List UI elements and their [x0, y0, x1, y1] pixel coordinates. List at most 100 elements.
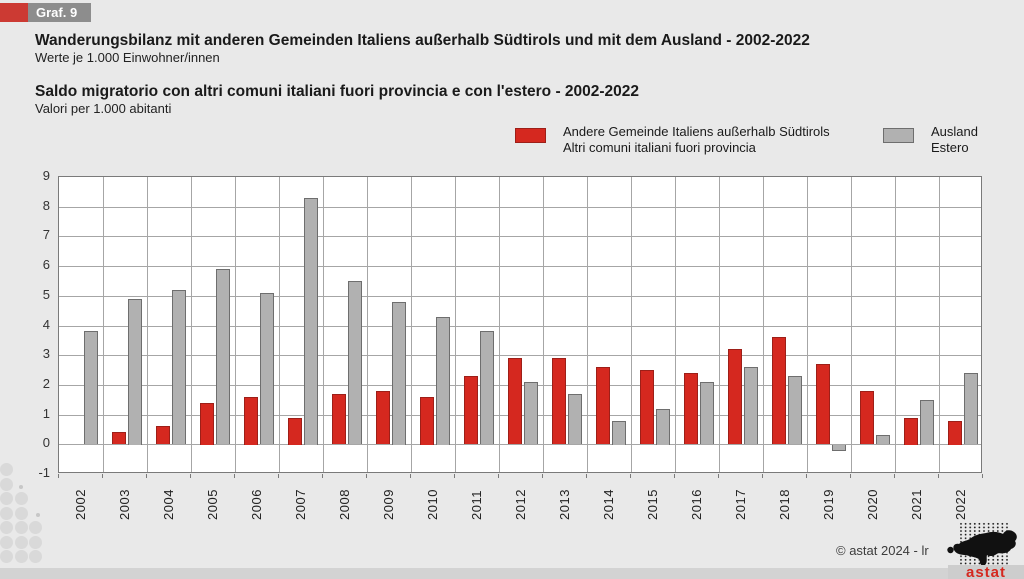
gridline-vertical: [587, 177, 588, 472]
x-axis-year-label: 2014: [601, 489, 616, 520]
logo-west-blob: [947, 546, 954, 554]
x-axis-year-label: 2003: [117, 489, 132, 520]
gridline-vertical: [631, 177, 632, 472]
legend-red-line1: Andere Gemeinde Italiens außerhalb Südti…: [563, 124, 830, 139]
astat-logo-graphic: astat: [947, 522, 1024, 579]
bar-gray-2013: [568, 394, 582, 444]
bar-gray-2010: [436, 317, 450, 445]
x-axis-year-label: 2011: [469, 490, 484, 520]
x-axis-tick: [366, 474, 367, 478]
gridline-vertical: [235, 177, 236, 472]
bar-gray-2015: [656, 409, 670, 445]
y-axis-tick-label: 9: [42, 168, 50, 183]
gridline-vertical: [455, 177, 456, 472]
bar-gray-2008: [348, 281, 362, 444]
x-axis-year-label: 2020: [865, 489, 880, 520]
gridline-horizontal: [59, 207, 981, 208]
x-axis-year-label: 2019: [821, 489, 836, 520]
y-axis-tick-label: 7: [42, 227, 50, 242]
bar-gray-2004: [172, 290, 186, 444]
bar-gray-2022: [964, 373, 978, 444]
y-axis-tick-label: 8: [42, 198, 50, 213]
gridline-vertical: [543, 177, 544, 472]
decorative-dot: [0, 550, 13, 563]
x-axis-year-label: 2016: [689, 489, 704, 520]
gridline-vertical: [675, 177, 676, 472]
x-axis-tick: [674, 474, 675, 478]
x-axis-year-label: 2018: [777, 489, 792, 520]
gridline-vertical: [499, 177, 500, 472]
y-axis-tick-label: 2: [42, 376, 50, 391]
bottom-strip: [0, 568, 1024, 579]
decorative-dot: [29, 521, 42, 534]
x-axis-tick: [454, 474, 455, 478]
gridline-horizontal: [59, 296, 981, 297]
bar-red-2007: [288, 418, 302, 445]
bar-red-2004: [156, 426, 170, 444]
gridline-vertical: [323, 177, 324, 472]
gridline-vertical: [191, 177, 192, 472]
subtitle-german: Werte je 1.000 Einwohner/innen: [35, 50, 220, 65]
bar-gray-2018: [788, 376, 802, 444]
bar-gray-2003: [128, 299, 142, 445]
decorative-dot: [14, 536, 28, 549]
y-axis-tick-label: 4: [42, 317, 50, 332]
y-axis-tick-label: 3: [42, 346, 50, 361]
x-axis-year-label: 2021: [909, 489, 924, 520]
y-axis-tick-label: 5: [42, 287, 50, 302]
x-axis-year-label: 2008: [337, 489, 352, 520]
gridline-horizontal: [59, 326, 981, 327]
gridline-horizontal: [59, 355, 981, 356]
x-axis-tick: [234, 474, 235, 478]
x-axis-tick: [850, 474, 851, 478]
bar-red-2019: [816, 364, 830, 444]
x-axis-tick: [542, 474, 543, 478]
x-axis-tick: [762, 474, 763, 478]
gridline-vertical: [719, 177, 720, 472]
decorative-dot: [29, 550, 42, 563]
x-axis-tick: [806, 474, 807, 478]
gridline-vertical: [939, 177, 940, 472]
bar-red-2020: [860, 391, 874, 444]
x-axis-tick: [102, 474, 103, 478]
legend-gray-line2: Estero: [931, 140, 969, 155]
bar-red-2021: [904, 418, 918, 445]
x-axis-tick: [894, 474, 895, 478]
bar-gray-2019: [832, 445, 846, 451]
x-axis-tick: [982, 474, 983, 478]
y-axis-tick-label: 6: [42, 257, 50, 272]
x-axis-tick: [718, 474, 719, 478]
gridline-vertical: [367, 177, 368, 472]
bar-gray-2011: [480, 331, 494, 444]
x-axis-year-label: 2006: [249, 489, 264, 520]
gridline-horizontal: [59, 444, 981, 445]
decorative-dot: [14, 550, 28, 563]
copyright-text: © astat 2024 - lr: [836, 543, 929, 558]
y-axis-tick-label: 0: [42, 435, 50, 450]
gridline-vertical: [103, 177, 104, 472]
decorative-dot: [0, 536, 13, 549]
bar-red-2006: [244, 397, 258, 445]
bar-red-2016: [684, 373, 698, 444]
x-axis-tick: [278, 474, 279, 478]
legend-swatch-gray: [883, 128, 914, 143]
bar-gray-2017: [744, 367, 758, 444]
bar-gray-2020: [876, 435, 890, 444]
decorative-dot: [29, 536, 42, 549]
x-axis-year-label: 2015: [645, 489, 660, 520]
bar-red-2013: [552, 358, 566, 444]
x-axis-tick: [630, 474, 631, 478]
gridline-horizontal: [59, 236, 981, 237]
badge-label: Graf. 9: [28, 3, 92, 22]
bar-gray-2014: [612, 421, 626, 445]
bar-red-2011: [464, 376, 478, 444]
gridline-vertical: [147, 177, 148, 472]
gridline-vertical: [411, 177, 412, 472]
legend-gray-line1: Ausland: [931, 124, 978, 139]
x-axis-year-label: 2022: [953, 489, 968, 520]
y-axis-tick-label: -1: [38, 465, 50, 480]
gridline-vertical: [763, 177, 764, 472]
bar-red-2010: [420, 397, 434, 445]
x-axis-tick: [146, 474, 147, 478]
gridline-vertical: [807, 177, 808, 472]
